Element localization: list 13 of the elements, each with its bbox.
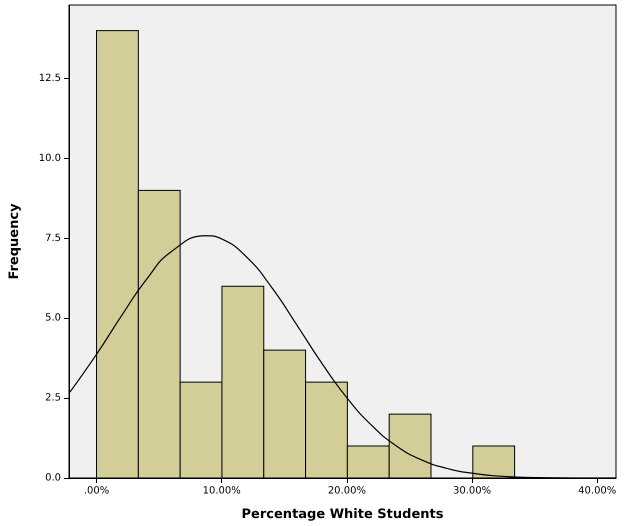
y-tick-label: 5.0 bbox=[45, 312, 61, 324]
y-tick-label: 2.5 bbox=[45, 392, 61, 404]
y-tick-label: 7.5 bbox=[45, 232, 61, 244]
y-axis-title: Frequency bbox=[7, 202, 22, 280]
x-tick-label: 30.00% bbox=[452, 486, 492, 496]
x-tick-label: .00% bbox=[84, 486, 110, 496]
x-tick-label: 20.00% bbox=[328, 486, 366, 496]
y-tick-label: 12.5 bbox=[38, 73, 61, 84]
x-tick-label: 10.00% bbox=[202, 486, 241, 496]
y-tick-label: 10.0 bbox=[38, 152, 61, 164]
y-tick-label: 0.0 bbox=[45, 472, 61, 484]
x-axis-title: Percentage White Students bbox=[242, 507, 444, 522]
x-tick-label: 40.00% bbox=[578, 486, 616, 496]
